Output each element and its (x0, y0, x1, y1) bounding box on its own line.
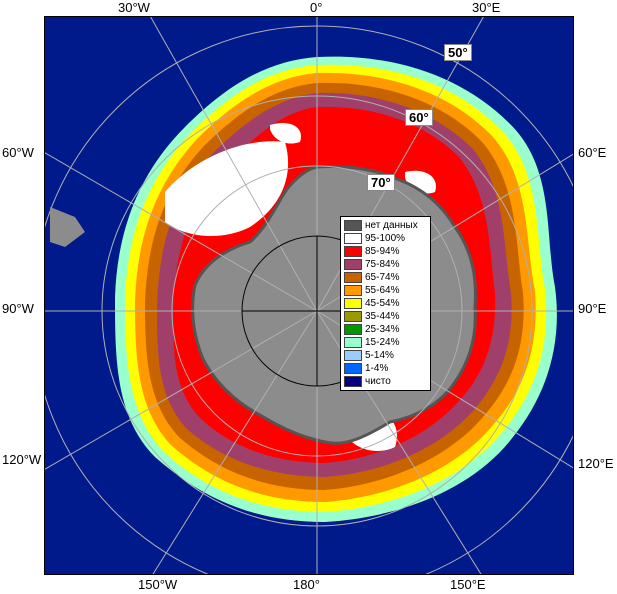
lon-label-150w: 150°W (138, 577, 178, 592)
lon-label-0: 0° (310, 0, 323, 15)
legend-label: 35-44% (365, 311, 400, 322)
lon-label-90e: 90°E (578, 301, 607, 316)
legend-item: 5-14% (344, 349, 427, 362)
legend-label: 1-4% (365, 363, 389, 374)
legend-item: 45-54% (344, 297, 427, 310)
legend-swatch (344, 272, 362, 283)
legend-item: 1-4% (344, 362, 427, 375)
legend-swatch (344, 259, 362, 270)
legend-label: 85-94% (365, 246, 400, 257)
legend-label: 45-54% (365, 298, 400, 309)
legend-item: 65-74% (344, 271, 427, 284)
legend: нет данных 95-100% 85-94% 75-84% 65-74% 55-64… (340, 216, 431, 391)
lon-label-60w: 60°W (2, 145, 34, 160)
legend-label: 15-24% (365, 337, 400, 348)
legend-item: нет данных (344, 219, 427, 232)
legend-label: 75-84% (365, 259, 400, 270)
legend-item: 55-64% (344, 284, 427, 297)
legend-item: 85-94% (344, 245, 427, 258)
legend-swatch (344, 350, 362, 361)
legend-label: 55-64% (365, 285, 400, 296)
legend-swatch (344, 285, 362, 296)
legend-swatch (344, 298, 362, 309)
lon-label-30e: 30°E (472, 0, 501, 15)
legend-item: 25-34% (344, 323, 427, 336)
legend-label: чисто (365, 376, 391, 387)
lat-label-50: 50° (444, 44, 472, 61)
legend-label: 95-100% (365, 233, 406, 244)
lon-label-180: 180° (293, 577, 320, 592)
lat-label-70: 70° (367, 174, 395, 191)
map-frame (44, 16, 574, 575)
legend-swatch (344, 376, 362, 387)
lat-label-60: 60° (405, 109, 433, 126)
legend-item: 15-24% (344, 336, 427, 349)
legend-item: чисто (344, 375, 427, 388)
legend-label: 5-14% (365, 350, 394, 361)
legend-item: 95-100% (344, 232, 427, 245)
lon-label-90w: 90°W (2, 301, 34, 316)
legend-item: 75-84% (344, 258, 427, 271)
lon-label-120w: 120°W (2, 452, 42, 467)
antarctic-ice-map (45, 17, 573, 574)
legend-label: нет данных (365, 220, 418, 231)
legend-swatch (344, 246, 362, 257)
legend-swatch (344, 233, 362, 244)
legend-swatch (344, 363, 362, 374)
legend-label: 25-34% (365, 324, 400, 335)
lon-label-30w: 30°W (118, 0, 150, 15)
legend-swatch (344, 324, 362, 335)
legend-swatch (344, 311, 362, 322)
legend-swatch (344, 337, 362, 348)
lon-label-60e: 60°E (578, 145, 607, 160)
legend-item: 35-44% (344, 310, 427, 323)
south-america-land (50, 207, 85, 247)
lon-label-150e: 150°E (450, 577, 486, 592)
legend-label: 65-74% (365, 272, 400, 283)
legend-swatch (344, 220, 362, 231)
lon-label-120e: 120°E (578, 456, 614, 471)
